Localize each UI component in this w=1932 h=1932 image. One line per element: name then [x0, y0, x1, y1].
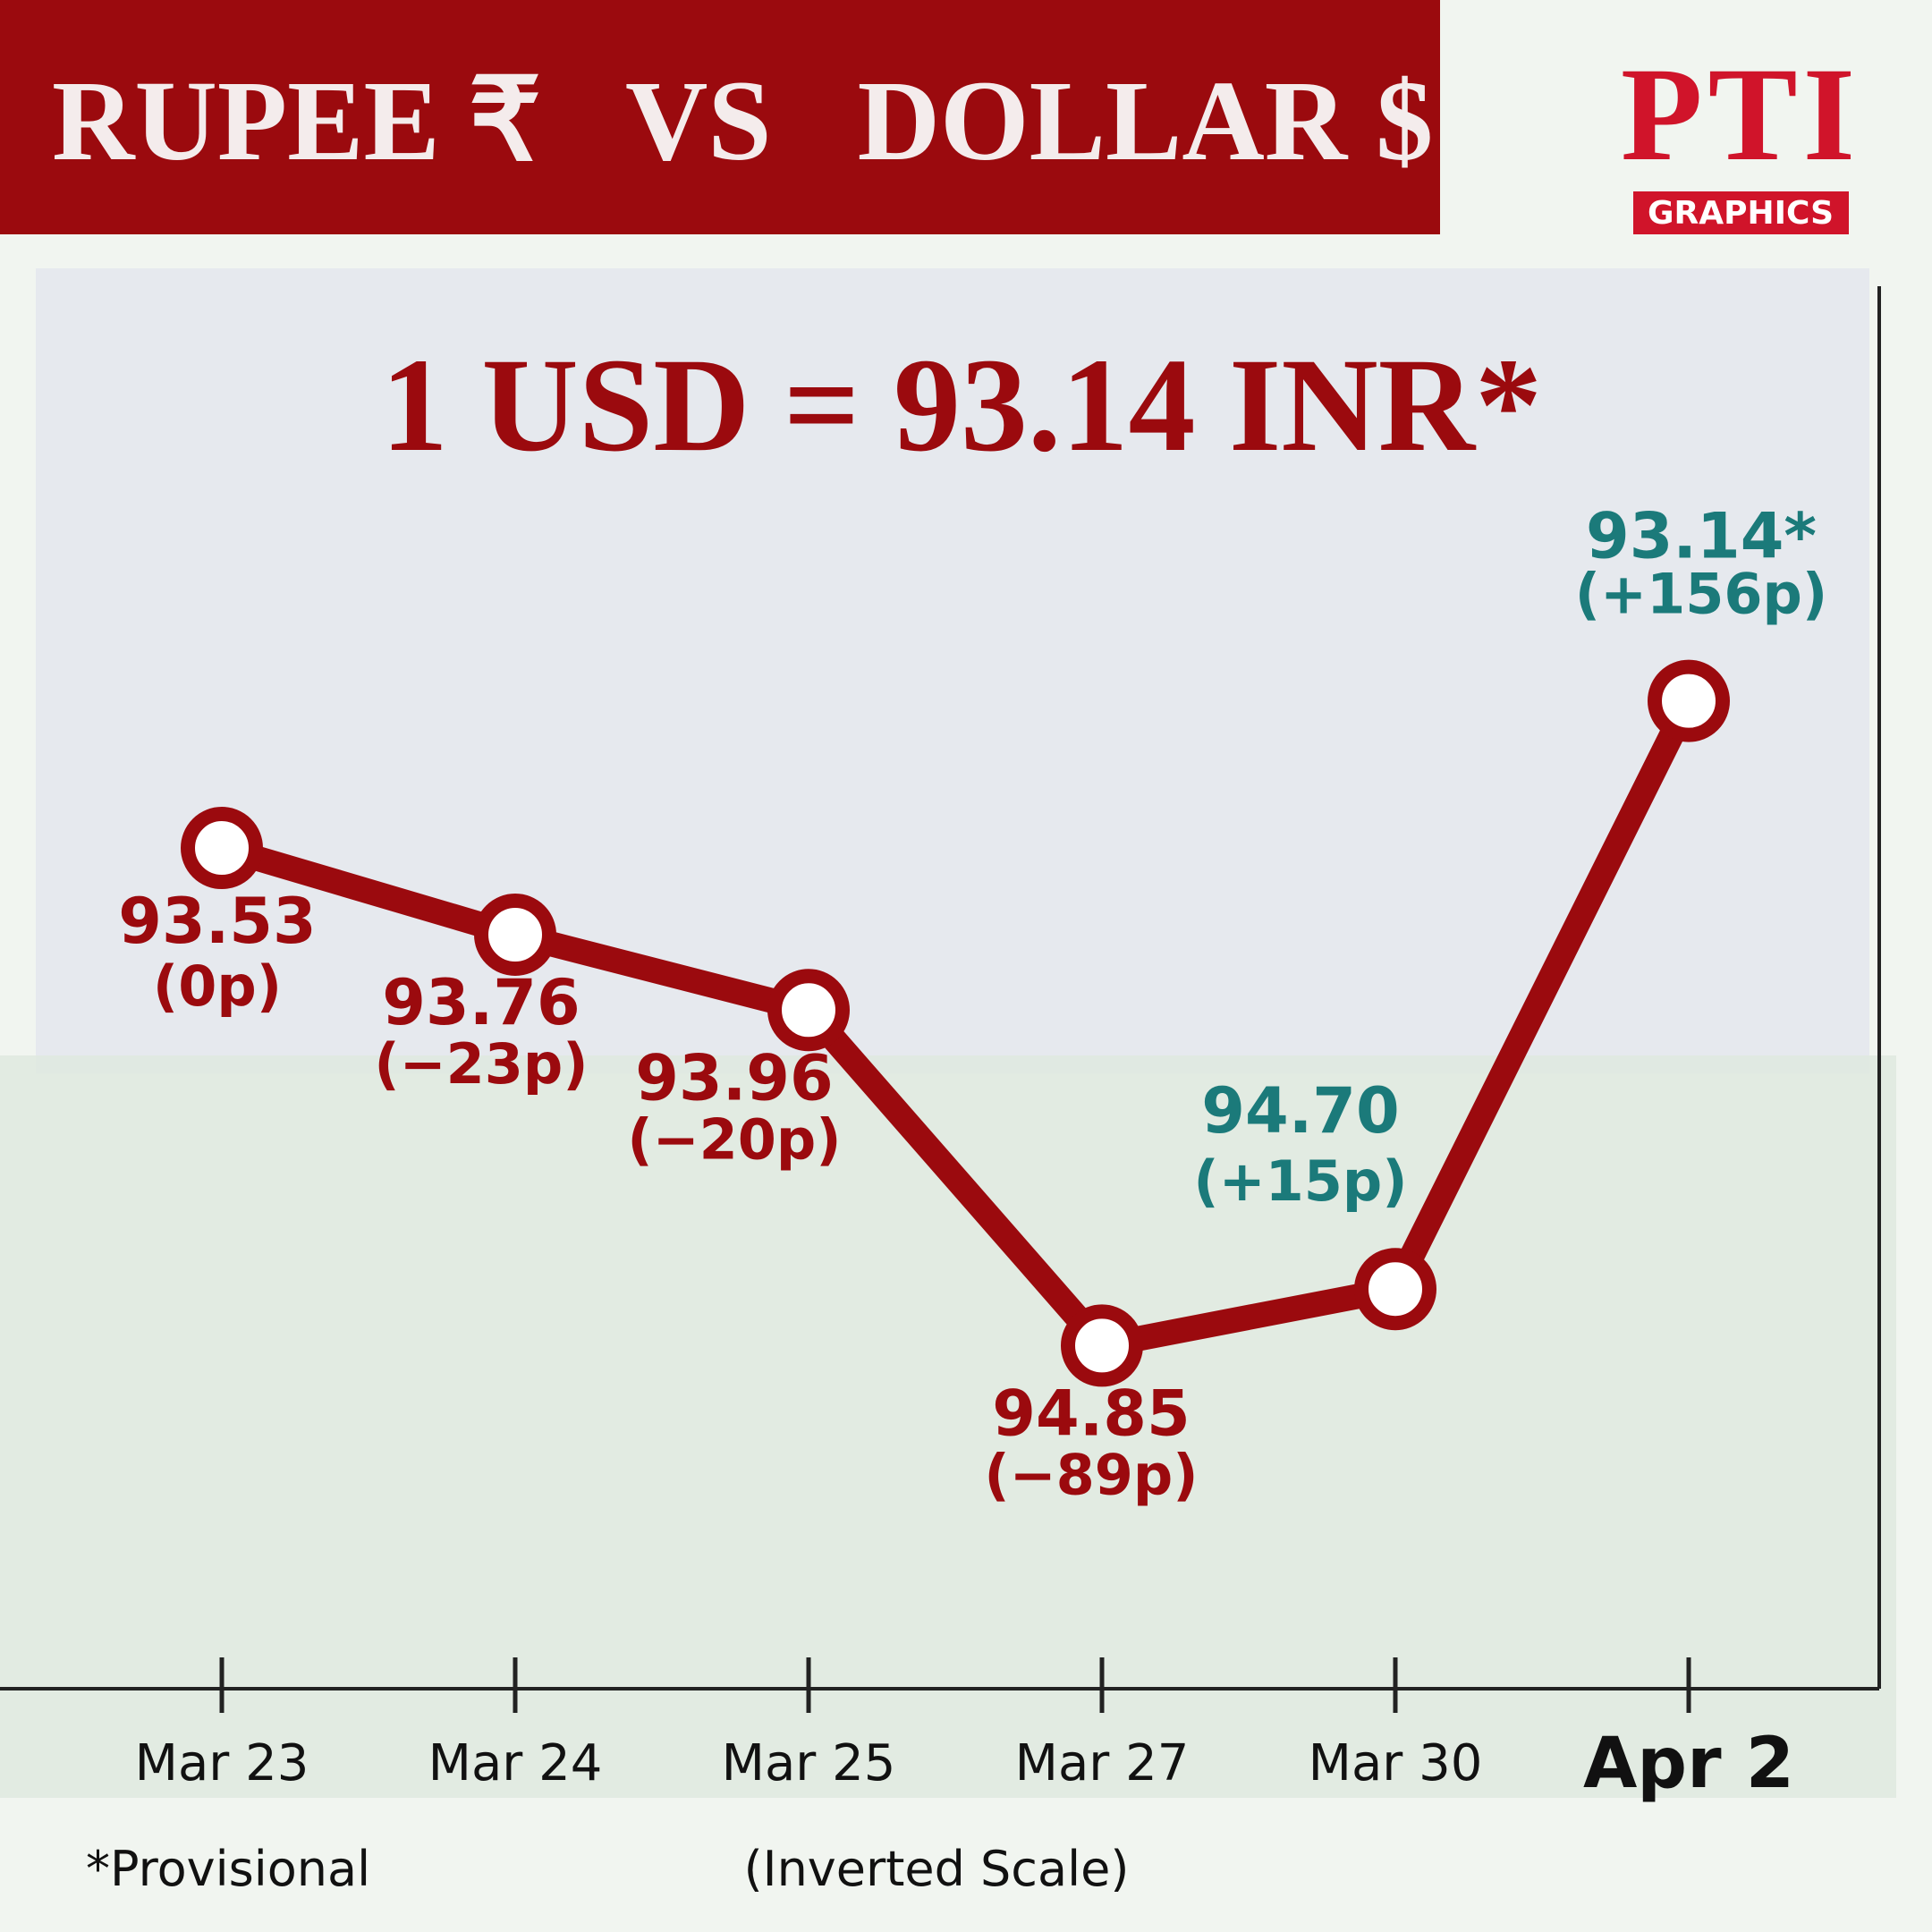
x-tick-label: Mar 23 — [135, 1734, 309, 1792]
value-label: 93.76 — [382, 966, 580, 1039]
scale-note: (Inverted Scale) — [744, 1841, 1130, 1897]
point — [1354, 1248, 1436, 1331]
x-tick-label: Mar 24 — [428, 1734, 603, 1792]
change-label: (+156p) — [1575, 562, 1827, 627]
value-label: 94.70 — [1201, 1074, 1399, 1148]
logo: PTI — [1621, 40, 1860, 189]
logo-box — [1633, 191, 1849, 234]
value-label: 93.96 — [635, 1041, 833, 1114]
title: RUPEE ₹ VS DOLLAR $ — [52, 57, 1433, 184]
point — [1648, 659, 1730, 742]
x-tick-label: Mar 30 — [1309, 1734, 1483, 1792]
point — [474, 893, 556, 976]
change-label: (−23p) — [374, 1031, 588, 1097]
value-label: 93.14* — [1586, 500, 1817, 573]
title-banner — [0, 0, 1440, 234]
change-label: (+15p) — [1193, 1148, 1407, 1214]
change-label: (0p) — [153, 953, 282, 1019]
x-tick-label: Mar 25 — [722, 1734, 896, 1792]
footnote: *Provisional — [86, 1841, 370, 1897]
x-tick-label: Mar 27 — [1015, 1734, 1190, 1792]
point — [767, 969, 850, 1052]
point — [181, 807, 263, 890]
change-label: (−20p) — [627, 1106, 841, 1172]
point — [1061, 1304, 1143, 1387]
logo-caption: GRAPHICS — [1648, 195, 1834, 232]
value-label: 94.85 — [992, 1377, 1190, 1450]
change-label: (−89p) — [984, 1442, 1198, 1507]
headline: 1 USD = 93.14 INR* — [381, 331, 1542, 479]
value-label: 93.53 — [118, 885, 316, 958]
line — [218, 695, 1700, 1359]
x-tick-label: Apr 2 — [1583, 1724, 1794, 1804]
